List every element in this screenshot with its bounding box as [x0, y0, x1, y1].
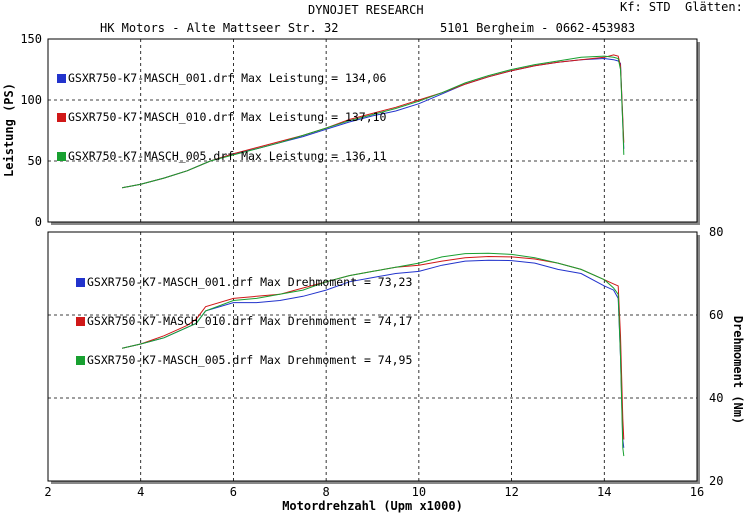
chart-title: DYNOJET RESEARCH [308, 3, 424, 17]
x-tick-label: 14 [597, 485, 611, 499]
green-swatch-icon [57, 152, 66, 161]
y-tick-label: 40 [709, 391, 723, 405]
red-swatch-icon [76, 317, 85, 326]
shared-x-axis: 2 4 6 8 10 12 14 16 Motordrehzahl (Upm x1000) [44, 485, 704, 513]
torque-legend-label-1: GSXR750-K7-MASCH_010.drf Max Drehmoment … [87, 314, 413, 328]
y-tick-label: 50 [28, 154, 42, 168]
y-tick-label: 150 [20, 32, 42, 46]
torque-legend-item-1: GSXR750-K7-MASCH_010.drf Max Drehmoment … [76, 315, 412, 328]
y-tick-label: 60 [709, 308, 723, 322]
power-legend-label-0: GSXR750-K7-MASCH_001.drf Max Leistung = … [68, 71, 387, 85]
x-axis-title: Motordrehzahl (Upm x1000) [282, 499, 463, 513]
green-swatch-icon [76, 356, 85, 365]
shop-address: HK Motors - Alte Mattseer Str. 32 [100, 21, 339, 35]
x-tick-label: 2 [44, 485, 51, 499]
panel-frame [47, 231, 698, 482]
power-legend-label-1: GSXR750-K7-MASCH_010.drf Max Leistung = … [68, 110, 387, 124]
power-legend: GSXR750-K7-MASCH_001.drf Max Leistung = … [57, 46, 387, 176]
torque-legend-item-2: GSXR750-K7-MASCH_005.drf Max Drehmoment … [76, 354, 412, 367]
x-tick-label: 12 [504, 485, 518, 499]
x-tick-label: 10 [412, 485, 426, 499]
blue-swatch-icon [57, 74, 66, 83]
series-line-green [122, 252, 625, 457]
settings-text: Kf: STD Glätten: 5 [620, 0, 746, 14]
y-tick-label: 80 [709, 225, 723, 239]
torque-legend-label-2: GSXR750-K7-MASCH_005.drf Max Drehmoment … [87, 353, 413, 367]
y-tick-label: 100 [20, 93, 42, 107]
torque-panel: 20 40 60 80 Drehmoment (Nm) [47, 225, 745, 488]
x-tick-label: 8 [323, 485, 330, 499]
y-tick-label: 20 [709, 474, 723, 488]
y-axis-title-torque: Drehmoment (Nm) [731, 316, 745, 424]
torque-legend-item-0: GSXR750-K7-MASCH_001.drf Max Drehmoment … [76, 276, 412, 289]
torque-legend: GSXR750-K7-MASCH_001.drf Max Drehmoment … [76, 250, 412, 380]
red-swatch-icon [57, 113, 66, 122]
power-legend-item-1: GSXR750-K7-MASCH_010.drf Max Leistung = … [57, 111, 387, 124]
blue-swatch-icon [76, 278, 85, 287]
panel-frame [47, 38, 698, 223]
torque-legend-label-0: GSXR750-K7-MASCH_001.drf Max Drehmoment … [87, 275, 413, 289]
series-line-green [122, 55, 625, 189]
power-panel: 0 50 100 150 Leistung (PS) [2, 32, 700, 229]
power-legend-item-2: GSXR750-K7-MASCH_005.drf Max Leistung = … [57, 150, 387, 163]
y-tick-label: 0 [35, 215, 42, 229]
power-legend-label-2: GSXR750-K7-MASCH_005.drf Max Leistung = … [68, 149, 387, 163]
x-tick-label: 16 [690, 485, 704, 499]
power-legend-item-0: GSXR750-K7-MASCH_001.drf Max Leistung = … [57, 72, 387, 85]
y-axis-title-power: Leistung (PS) [2, 83, 16, 177]
series-line-red [122, 255, 625, 440]
shop-contact: 5101 Bergheim - 0662-453983 [440, 21, 636, 35]
x-tick-label: 4 [137, 485, 144, 499]
x-tick-label: 6 [230, 485, 237, 499]
